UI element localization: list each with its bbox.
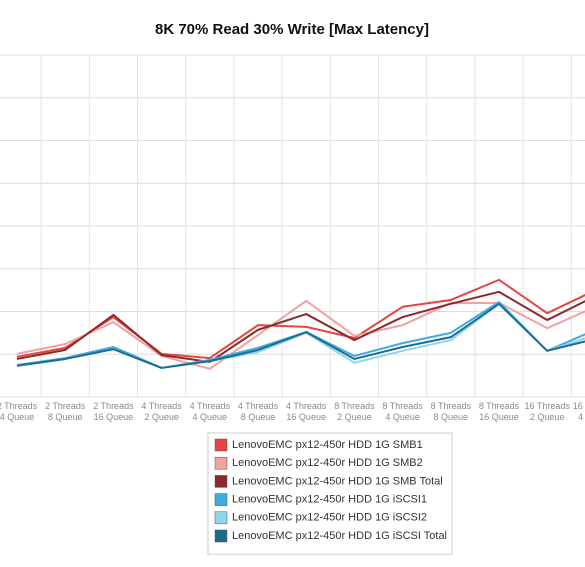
x-tick-line: 4 Queue [193, 412, 228, 422]
legend-label: LenovoEMC px12-450r HDD 1G SMB2 [232, 457, 423, 469]
legend-swatch [214, 529, 228, 543]
legend-swatch [214, 493, 228, 506]
x-tick-line: 16 Queue [94, 412, 134, 422]
x-tick-line: 8 Queue [48, 412, 83, 422]
legend-swatch [214, 456, 228, 470]
x-tick-line: 2 Queue [530, 412, 565, 422]
x-tick-line: 4 Threads [286, 401, 327, 411]
legend-label: LenovoEMC px12-450r HDD 1G SMB Total [232, 475, 443, 487]
legend-label: LenovoEMC px12-450r HDD 1G iSCSI Total [232, 530, 447, 542]
x-tick-label: 4 Threads 4 Queue [190, 401, 231, 422]
x-tick-line: 4 Queue [385, 412, 420, 422]
x-tick-line: 2 Queue [337, 412, 372, 422]
x-tick-label: 8 Threads 2 Queue [334, 401, 375, 422]
series-line [16, 302, 585, 369]
legend-label: LenovoEMC px12-450r HDD 1G SMB1 [232, 439, 423, 451]
x-tick-line: 8 Threads [334, 401, 375, 411]
x-tick-line: 4 Threads [141, 401, 182, 411]
x-tick-line: 4 Threads [190, 401, 231, 411]
series-line [16, 302, 585, 369]
legend-swatch [214, 511, 228, 525]
legend-box [207, 432, 453, 555]
x-tick-line: 4 Queue [0, 412, 34, 422]
x-tick-line: 16 Queue [479, 412, 519, 422]
x-tick-line: 8 Threads [431, 401, 472, 411]
x-tick-label: 2 Threads 4 Queue [0, 401, 38, 422]
x-tick-line: 2 Threads [45, 401, 86, 411]
x-tick-line: 8 Threads [479, 401, 520, 411]
x-tick-line: 8 Queue [241, 412, 276, 422]
series-line [16, 290, 585, 363]
x-tick-line: 4 Queue [578, 412, 585, 422]
x-tick-line: 16 Threads [573, 401, 585, 411]
series-line [16, 278, 585, 360]
x-tick-line: 8 Threads [382, 401, 423, 411]
x-tick-label: 8 Threads 8 Queue [431, 401, 472, 422]
x-tick-line: 2 Threads [93, 401, 134, 411]
chart-title: 8K 70% Read 30% Write [Max Latency] [155, 21, 429, 38]
x-tick-label: 4 Threads 16 Queue [286, 401, 327, 422]
x-tick-label: 2 Threads 16 Queue [93, 401, 134, 422]
x-tick-label: 4 Threads 2 Queue [141, 401, 182, 422]
x-tick-label: 8 Threads 4 Queue [382, 401, 423, 422]
x-tick-line: 16 Queue [286, 412, 326, 422]
x-tick-line: 2 Threads [0, 401, 38, 411]
x-tick-label: 8 Threads 16 Queue [479, 401, 520, 422]
legend-swatch [214, 475, 228, 488]
x-tick-label: 16 Threads 2 Queue [525, 401, 571, 422]
legend-swatch [214, 438, 228, 452]
x-tick-label: 4 Threads 8 Queue [238, 401, 279, 422]
legend-label: LenovoEMC px12-450r HDD 1G iSCSI2 [232, 512, 427, 524]
x-tick-line: 4 Threads [238, 401, 279, 411]
x-tick-line: 8 Queue [434, 412, 469, 422]
x-tick-line: 16 Threads [525, 401, 571, 411]
x-tick-line: 2 Queue [144, 412, 179, 422]
x-tick-label: 2 Threads 8 Queue [45, 401, 86, 422]
legend-label: LenovoEMC px12-450r HDD 1G iSCSI1 [232, 494, 427, 506]
